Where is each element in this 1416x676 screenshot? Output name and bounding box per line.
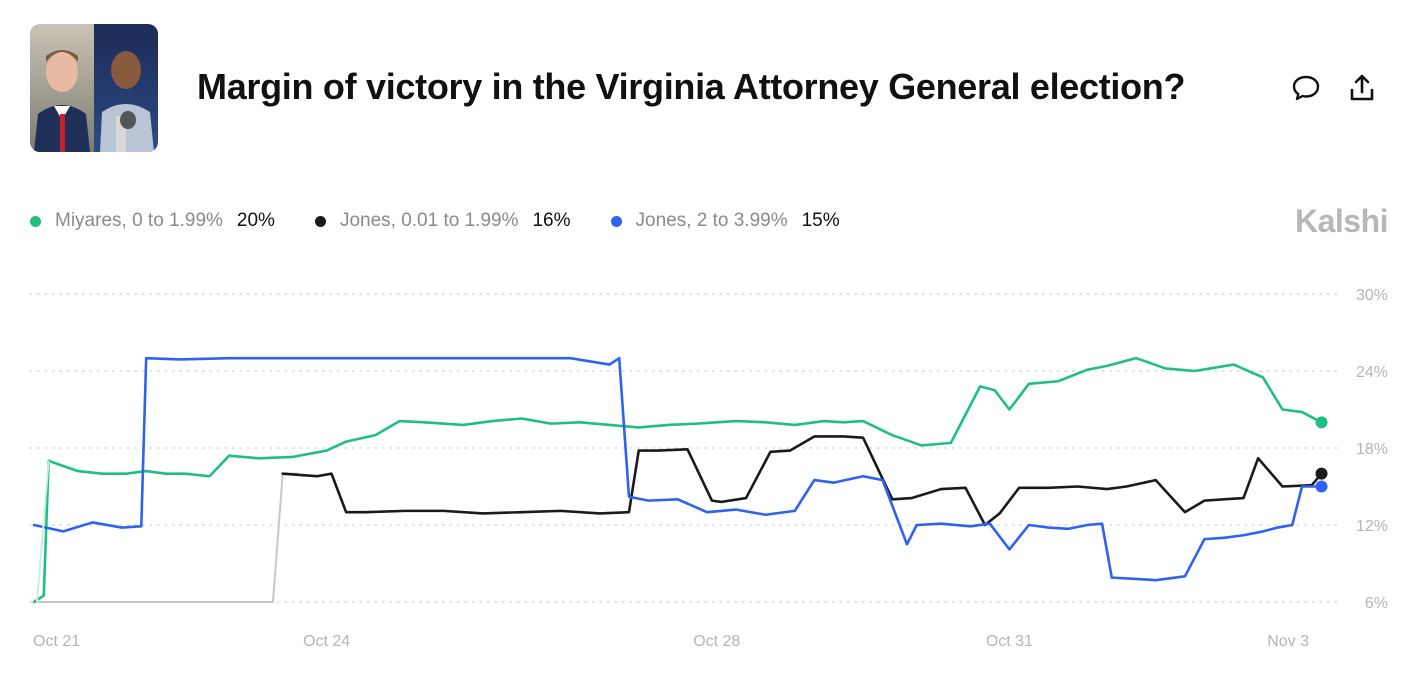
- legend-item-miyares[interactable]: Miyares, 0 to 1.99% 20%: [30, 210, 275, 232]
- series-line: [32, 356, 1323, 582]
- series-start-connector: [36, 460, 50, 603]
- comment-icon: [1292, 75, 1320, 101]
- legend-value: 20%: [236, 210, 275, 231]
- series-line: [32, 356, 1323, 604]
- y-tick-label: 30%: [1356, 287, 1388, 304]
- candidates-photo: [30, 24, 158, 152]
- series-end-dot: [1315, 416, 1328, 429]
- x-tick-label: Oct 24: [303, 633, 350, 650]
- legend-value: 15%: [801, 210, 840, 231]
- x-tick-label: Oct 28: [693, 633, 740, 650]
- legend-label: Jones, 2 to 3.99%: [635, 210, 788, 231]
- series-end-dot: [1315, 480, 1328, 493]
- legend-dot-jones-high: [610, 215, 622, 227]
- series-line: [33, 472, 299, 603]
- comment-button[interactable]: [1290, 72, 1322, 104]
- legend-dot-miyares: [30, 215, 41, 227]
- x-tick-label: Nov 3: [1267, 633, 1309, 650]
- legend-label: Miyares, 0 to 1.99%: [55, 210, 223, 231]
- legend-label: Jones, 0.01 to 1.99%: [339, 210, 519, 231]
- y-tick-label: 18%: [1356, 441, 1388, 458]
- kalshi-logo: Kalshi: [1294, 203, 1389, 239]
- chart-legend: Miyares, 0 to 1.99% 20% Jones, 0.01 to 1…: [30, 210, 880, 232]
- share-icon: [1350, 74, 1374, 101]
- x-tick-label: Oct 21: [33, 633, 80, 650]
- y-tick-label: 6%: [1365, 595, 1388, 612]
- y-tick-label: 12%: [1356, 518, 1388, 535]
- legend-value: 16%: [532, 210, 571, 231]
- legend-item-jones-high[interactable]: Jones, 2 to 3.99% 15%: [610, 210, 840, 232]
- y-tick-label: 24%: [1356, 364, 1388, 381]
- legend-item-jones-low[interactable]: Jones, 0.01 to 1.99% 16%: [314, 210, 571, 232]
- candidates-photo-art: [30, 24, 158, 152]
- x-tick-label: Oct 31: [986, 633, 1033, 650]
- share-button[interactable]: [1346, 72, 1378, 104]
- series-line: [281, 435, 1323, 527]
- series-end-dot: [1315, 467, 1328, 480]
- page-title: Margin of victory in the Virginia Attorn…: [197, 66, 1186, 107]
- legend-dot-jones-low: [314, 215, 326, 227]
